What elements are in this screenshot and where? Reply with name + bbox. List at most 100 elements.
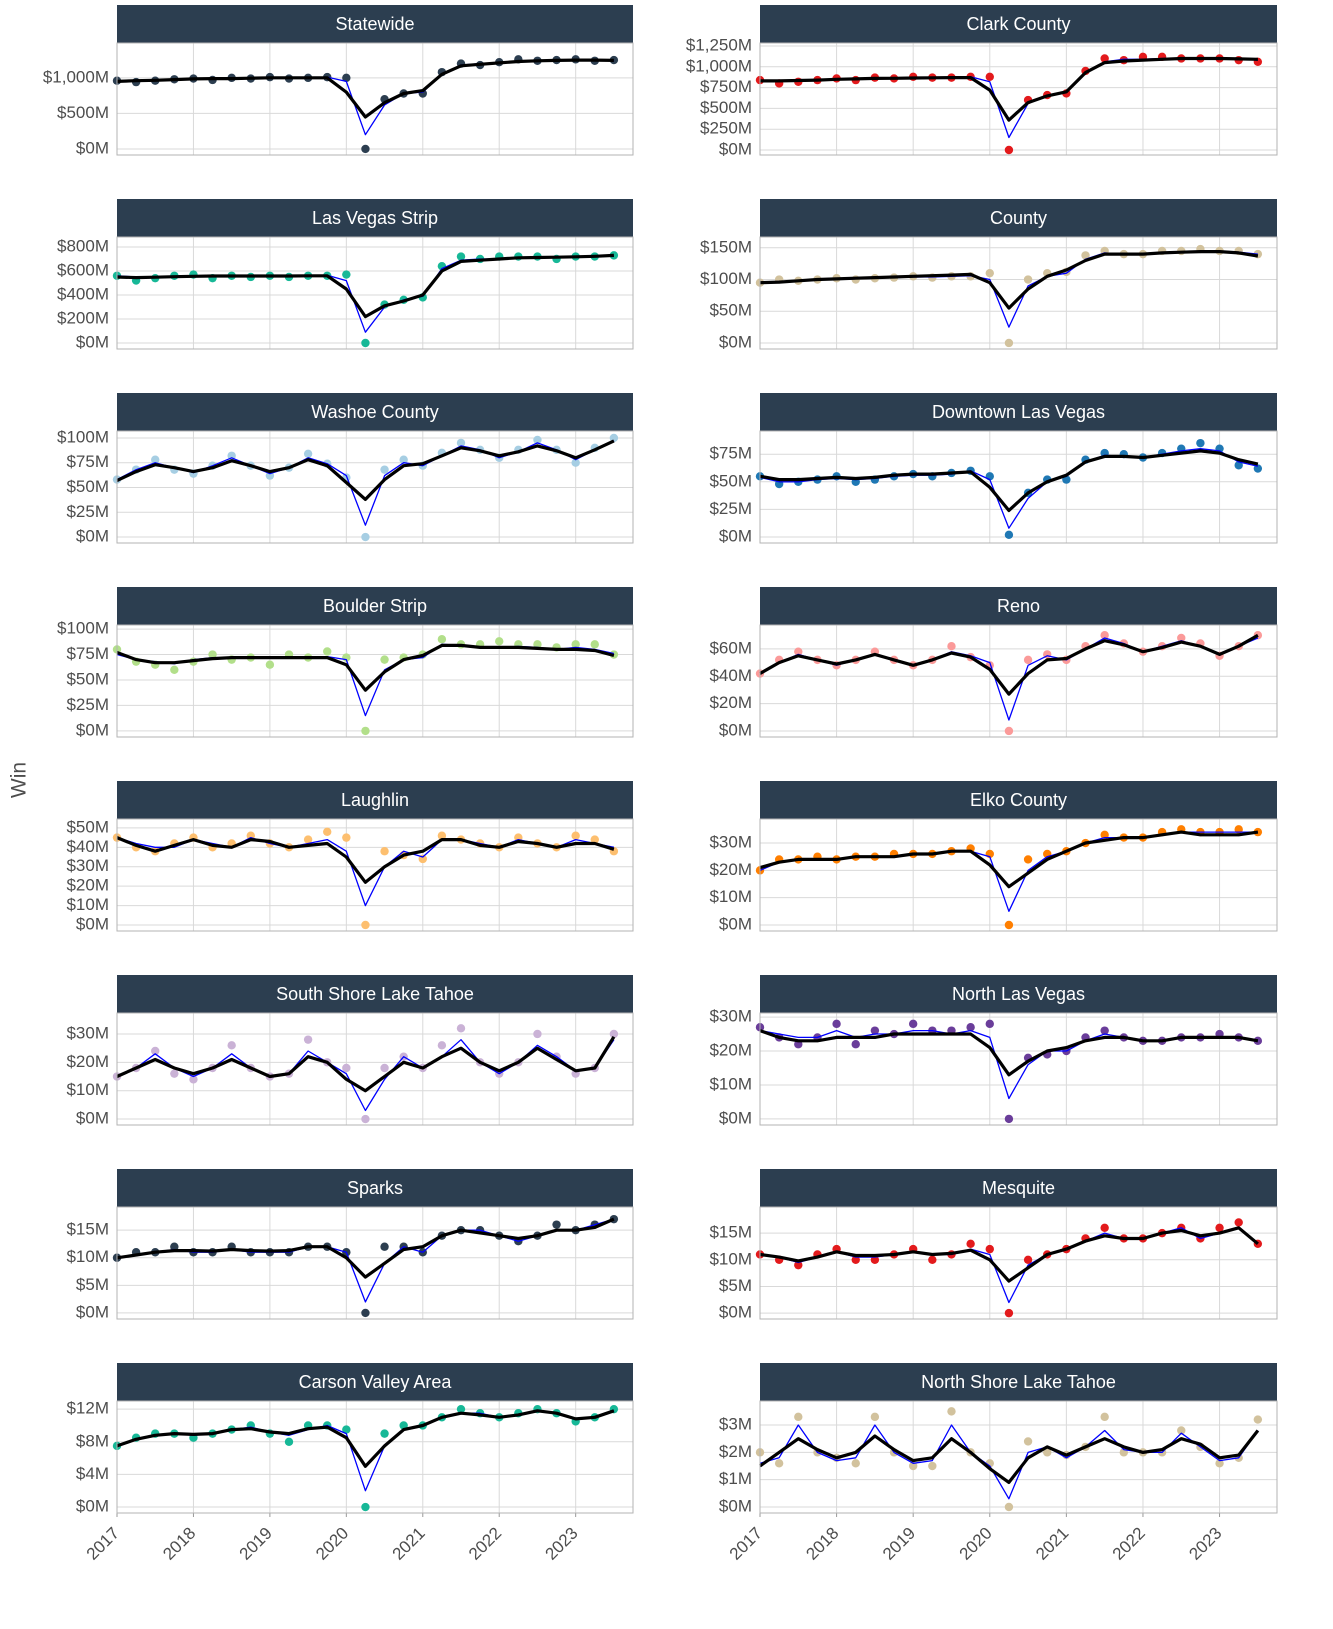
y-tick-label: $15M <box>66 1220 109 1239</box>
y-tick-label: $50M <box>66 669 109 688</box>
x-tick-label: 2022 <box>465 1524 505 1564</box>
y-tick-label: $10M <box>709 1074 752 1093</box>
data-point <box>456 252 466 261</box>
facet-strip <box>760 199 1277 237</box>
y-tick-label: $12M <box>66 1399 109 1418</box>
facet-strip <box>760 393 1277 431</box>
data-point <box>908 1461 918 1471</box>
panel-background <box>760 431 1277 543</box>
panel-border <box>759 1206 1278 1320</box>
smooth-line <box>116 1409 615 1468</box>
x-tick-label: 2021 <box>1032 1524 1072 1564</box>
y-tick-label: $10M <box>709 1249 752 1268</box>
data-point <box>851 1459 860 1468</box>
smooth-line <box>760 56 1258 122</box>
data-point <box>380 1063 389 1073</box>
y-tick-label: $10M <box>66 1080 109 1099</box>
data-point <box>1043 1448 1052 1457</box>
y-tick-label: $0M <box>76 1302 109 1321</box>
y-tick-label: $250M <box>700 119 752 138</box>
data-point <box>985 1019 994 1029</box>
data-point <box>170 1242 179 1251</box>
panel-background <box>760 43 1277 155</box>
data-point <box>1234 461 1243 470</box>
data-point <box>1177 1426 1186 1435</box>
data-point <box>361 920 370 930</box>
data-point <box>1004 338 1014 348</box>
smooth-line <box>116 1035 616 1093</box>
smooth-line <box>759 449 1259 513</box>
data-point <box>794 1260 803 1270</box>
facet-title: Statewide <box>335 14 414 34</box>
y-tick-label: $60M <box>709 638 752 657</box>
y-axis-title: Win <box>8 762 31 798</box>
y-tick-label: $0M <box>719 914 752 933</box>
data-point <box>342 833 351 842</box>
y-tick-label: $8M <box>76 1431 109 1450</box>
y-tick-label: $75M <box>66 452 109 471</box>
data-point <box>284 1437 294 1446</box>
facet-strip <box>760 587 1277 625</box>
y-tick-label: $400M <box>57 284 109 303</box>
y-tick-label: $0M <box>76 138 109 157</box>
data-point <box>985 1244 994 1254</box>
data-point <box>437 1041 447 1050</box>
data-point <box>342 1063 351 1073</box>
data-point <box>361 144 370 154</box>
data-point <box>908 1019 918 1029</box>
data-point <box>265 660 275 669</box>
y-tick-label: $200M <box>57 308 109 327</box>
facet-strip <box>117 5 633 43</box>
data-point <box>342 73 351 83</box>
panel-background <box>760 819 1277 931</box>
panel-border <box>759 236 1278 350</box>
panel-background <box>760 1207 1277 1319</box>
facet-strip <box>760 1363 1277 1401</box>
smooth-line <box>116 253 614 319</box>
smooth-line <box>759 1429 1260 1484</box>
data-point <box>323 647 332 656</box>
data-point <box>208 650 217 659</box>
data-point <box>151 1046 160 1056</box>
y-tick-label: $0M <box>719 1108 752 1127</box>
facet-strip <box>117 587 633 625</box>
y-tick-label: $0M <box>76 914 109 933</box>
data-point <box>1023 275 1033 284</box>
data-point <box>870 1026 880 1035</box>
data-point <box>794 1412 803 1422</box>
data-point <box>342 1425 351 1434</box>
x-tick-label: 2018 <box>159 1524 199 1564</box>
facet-title: North Shore Lake Tahoe <box>921 1372 1116 1392</box>
y-tick-label: $30M <box>709 1007 752 1026</box>
y-tick-label: $0M <box>719 1496 752 1515</box>
smooth-line <box>759 830 1259 889</box>
data-point <box>437 831 447 840</box>
data-point <box>1100 631 1109 640</box>
data-point <box>533 640 542 649</box>
y-tick-label: $2M <box>719 1442 752 1461</box>
y-tick-label: $20M <box>66 1052 109 1071</box>
y-tick-label: $20M <box>709 860 752 879</box>
data-point <box>361 726 370 736</box>
smooth-line <box>759 1029 1259 1077</box>
facet-title: Carson Valley Area <box>299 1372 453 1392</box>
y-tick-label: $25M <box>66 695 109 714</box>
y-tick-label: $40M <box>709 666 752 685</box>
smooth-line <box>116 58 614 119</box>
y-tick-label: $0M <box>76 1109 109 1128</box>
smooth-line <box>116 643 615 692</box>
facet-title: North Las Vegas <box>952 984 1085 1004</box>
data-point <box>1100 1412 1109 1422</box>
data-point <box>380 465 389 474</box>
data-point <box>1196 438 1205 448</box>
data-point <box>1023 1255 1033 1265</box>
data-point <box>985 72 994 81</box>
smooth-line <box>759 1226 1259 1283</box>
smooth-line <box>759 250 1259 310</box>
data-point <box>533 1029 542 1039</box>
data-point <box>571 458 580 467</box>
data-point <box>1100 1223 1109 1233</box>
data-point <box>227 1041 236 1050</box>
y-tick-label: $50M <box>709 471 752 490</box>
y-tick-label: $500M <box>700 98 752 117</box>
